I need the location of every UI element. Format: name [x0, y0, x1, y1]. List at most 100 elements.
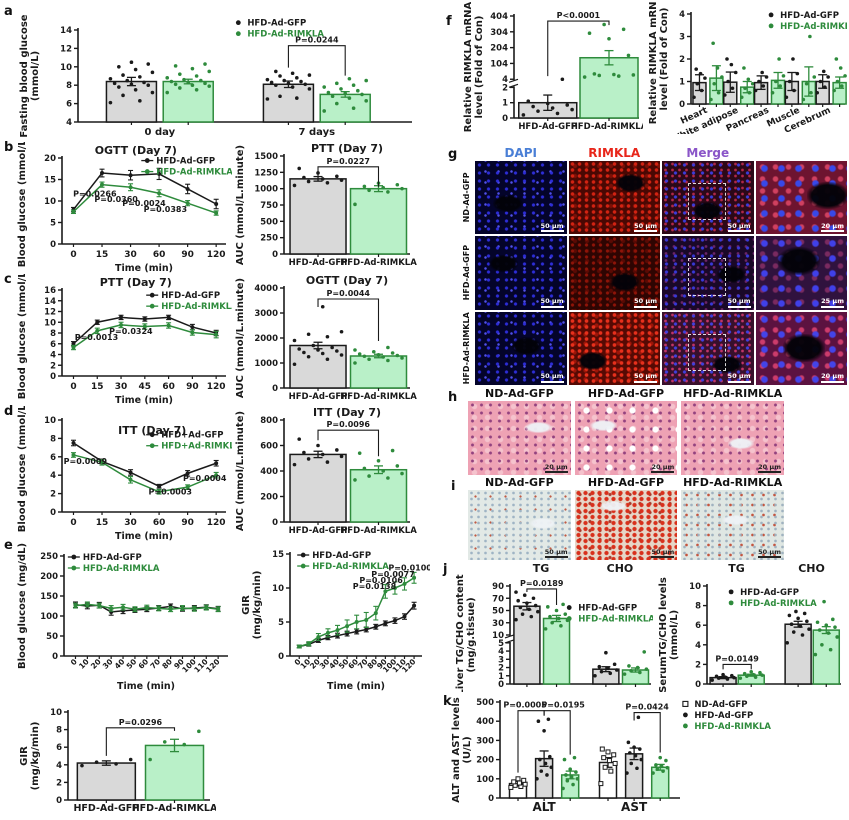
image-column-title: HFD-Ad-RIMKLA	[683, 387, 783, 400]
svg-text:Relative RIMKLA mRNA: Relative RIMKLA mRNA	[463, 2, 474, 132]
svg-text:HFD-Ad-RIMKLA: HFD-Ad-RIMKLA	[340, 526, 417, 536]
micrograph-he: 20 μm	[468, 401, 571, 475]
svg-text:HFD-Ad-GFP: HFD-Ad-GFP	[740, 588, 799, 598]
svg-text:120: 120	[207, 250, 226, 260]
scale-bar-label: 50 μm	[634, 298, 657, 308]
svg-text:0: 0	[502, 114, 508, 124]
panel-g-immunofluorescence: DAPI RIMKLA Merge ND-Ad-GFP 50 μm 50 μm 50 μm 2…	[462, 147, 847, 385]
micrograph-oil-heavy: 50 μm	[574, 490, 678, 560]
svg-text:0: 0	[272, 384, 278, 394]
zoom-region-box	[687, 333, 727, 371]
svg-text:0: 0	[488, 794, 494, 804]
svg-text:6: 6	[56, 743, 62, 753]
svg-text:HFD-Ad-GFP: HFD-Ad-GFP	[289, 392, 348, 402]
svg-text:P=0.0096: P=0.0096	[327, 420, 371, 429]
micrograph-oil-light: 50 μm	[468, 490, 571, 560]
svg-text:10: 10	[689, 582, 701, 592]
panel-i-oil-red-staining: ND-Ad-GFP HFD-Ad-GFP HFD-Ad-RIMKLA 50 μm 50 …	[468, 477, 784, 560]
panel-k-alt-ast-chart: 0 100 200 300 400 500 ALT and AST levels (U/L) A…	[448, 692, 778, 818]
svg-text:15: 15	[96, 518, 109, 528]
scale-bar-label: 20 μm	[821, 223, 844, 233]
tissue-vessel	[693, 202, 723, 220]
svg-text:GIR: GIR	[19, 746, 30, 766]
svg-text:HFD-Ad-GFP: HFD-Ad-GFP	[247, 19, 306, 29]
chart-canvas: 0 100 200 300 400 500 ALT and AST levels (U/L) A…	[451, 697, 771, 814]
svg-text:HFD-Ad-GFP: HFD-Ad-GFP	[73, 803, 139, 814]
svg-text:HFD-Ad-RIMKLA: HFD-Ad-RIMKLA	[156, 168, 232, 178]
panel-h-he-staining: ND-Ad-GFP HFD-Ad-GFP HFD-Ad-RIMKLA 20 μm 20 …	[468, 388, 784, 475]
svg-text:ND-Ad-GFP: ND-Ad-GFP	[694, 700, 747, 710]
svg-text:0: 0	[52, 652, 58, 662]
micrograph-dapi: 50 μm	[475, 311, 567, 385]
svg-text:HFD+Ad-GFP: HFD+Ad-GFP	[161, 431, 223, 441]
svg-text:0: 0	[69, 657, 79, 667]
svg-text:0: 0	[293, 657, 303, 667]
micrograph-he2: 20 μm	[681, 401, 784, 475]
svg-text:800: 800	[260, 416, 278, 426]
column-header-dapi: DAPI	[504, 146, 537, 160]
svg-text:0: 0	[50, 240, 56, 250]
svg-text:0: 0	[498, 680, 504, 690]
panel-c-ptt-line-chart: 0 2 4 6 8 10 12 14 16 PTT (Day 7) Blood glucose (m…	[14, 267, 238, 406]
chart-canvas: 0 1 24 104 204 304 404 Relative RIMKLA mRNA leve…	[463, 1, 648, 132]
svg-text:level (Fold of Con): level (Fold of Con)	[474, 16, 485, 119]
scale-bar-label: 50 μm	[728, 373, 751, 383]
svg-text:P=0.0189: P=0.0189	[520, 579, 564, 588]
panel-e-label: e	[4, 538, 13, 553]
panel-d-itt-auc-chart: 0 200 400 600 800 ITT (Day 7) AUC (mmol/L.minu…	[232, 404, 418, 544]
svg-text:P=0.0004: P=0.0004	[183, 474, 227, 483]
svg-text:10: 10	[44, 318, 56, 328]
svg-text:GIR: GIR	[241, 595, 252, 615]
svg-text:HFD-Ad-RIMKLA: HFD-Ad-RIMKLA	[578, 615, 653, 625]
tissue-vessel	[511, 337, 541, 355]
micrograph-rimkla: 50 μm	[568, 161, 660, 235]
svg-text:500: 500	[260, 217, 278, 227]
image-column-title: ND-Ad-GFP	[484, 476, 554, 489]
panel-e-gir-bar-chart: 0 2 4 6 8 10 GIR (mg/kg/min) HFD-Ad-GFP HFD-Ad-RI…	[16, 694, 218, 820]
svg-text:SerumTG/CHO levels: SerumTG/CHO levels	[658, 577, 669, 692]
svg-text:Relative RIMKLA mRNA: Relative RIMKLA mRNA	[648, 2, 659, 124]
micrograph-dapi: 50 μm	[475, 161, 567, 235]
svg-text:2: 2	[498, 664, 504, 674]
svg-text:Time (min): Time (min)	[115, 531, 173, 542]
svg-text:4: 4	[56, 761, 62, 771]
svg-text:3: 3	[498, 655, 504, 665]
svg-text:204: 204	[490, 44, 508, 54]
svg-text:P=0.0013: P=0.0013	[75, 333, 118, 342]
svg-text:2: 2	[502, 83, 508, 93]
svg-text:TG: TG	[728, 562, 745, 575]
scale-bar-label: 50 μm	[541, 223, 564, 233]
svg-text:6: 6	[695, 621, 701, 631]
svg-text:90: 90	[181, 518, 194, 528]
svg-text:90: 90	[186, 382, 199, 392]
svg-text:400: 400	[260, 467, 278, 477]
svg-text:120: 120	[204, 657, 221, 674]
svg-text:HFD-Ad-GFP: HFD-Ad-GFP	[578, 604, 637, 614]
svg-text:ALT and AST levels: ALT and AST levels	[451, 697, 462, 802]
chart-canvas: 4 6 8 10 12 14 Fasting blood glucose (mmol/L) 0 …	[19, 14, 412, 138]
panel-d-itt-line-chart: 0 2 4 6 8 10 ITT (Day 7) Blood glucose (mmol/L)…	[14, 400, 242, 542]
tissue-vessel	[488, 254, 518, 273]
panel-j-liver-tg-cho-chart: 0 1 2 3 4 5 10 30 50 70 90 Liver TG/CHO content (mg/…	[452, 560, 655, 696]
svg-text:8: 8	[50, 329, 56, 339]
svg-text:Fasting blood glucose: Fasting blood glucose	[19, 14, 30, 137]
svg-text:HFD+Ad-RIMKLA: HFD+Ad-RIMKLA	[161, 442, 232, 452]
scale-bar-label: 50 μm	[634, 223, 657, 233]
row-label: ND-Ad-GFP	[462, 172, 471, 223]
svg-text:20: 20	[44, 154, 56, 164]
svg-text:60: 60	[153, 250, 166, 260]
svg-text:HFD-Ad-GFP: HFD-Ad-GFP	[161, 291, 220, 301]
svg-text:AUC (mmol/L.minute): AUC (mmol/L.minute)	[235, 278, 246, 398]
panel-j-serum-tg-cho-chart: 0 2 4 6 8 10 SerumTG/CHO levels (mmol/L) TG CHO P=…	[655, 560, 847, 693]
panel-e-gir-line-chart: 0 5 10 15 GIR (mg/kg/min) Time (min) 0 10 20 30 40 5…	[238, 540, 432, 692]
tissue-vessel	[716, 265, 747, 284]
svg-text:120: 120	[207, 382, 226, 392]
svg-text:10: 10	[60, 63, 72, 73]
svg-text:6: 6	[50, 453, 56, 463]
scale-bar-label: 50 μm	[728, 223, 751, 233]
chart-canvas: 0 1 2 3 4 Relative RIMKLA mRNA level (Fold of …	[648, 0, 849, 145]
zoom-region-box	[687, 258, 727, 296]
svg-text:(mg/kg/min): (mg/kg/min)	[252, 571, 263, 640]
scale-bar-label: 20 μm	[545, 463, 568, 474]
